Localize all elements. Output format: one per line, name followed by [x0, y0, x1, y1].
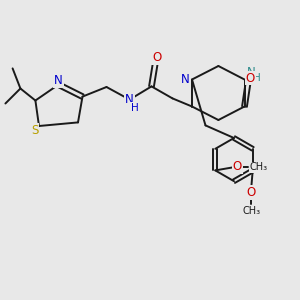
Text: O: O [247, 186, 256, 200]
Text: O: O [246, 71, 255, 85]
Text: N: N [54, 74, 63, 87]
Text: O: O [232, 160, 242, 173]
Text: H: H [253, 73, 261, 83]
Text: N: N [125, 92, 134, 106]
Text: H: H [131, 103, 139, 113]
Text: CH₃: CH₃ [250, 162, 268, 172]
Text: CH₃: CH₃ [242, 206, 260, 216]
Text: O: O [152, 51, 161, 64]
Text: S: S [31, 124, 38, 137]
Text: N: N [181, 73, 190, 86]
Text: N: N [247, 65, 256, 79]
